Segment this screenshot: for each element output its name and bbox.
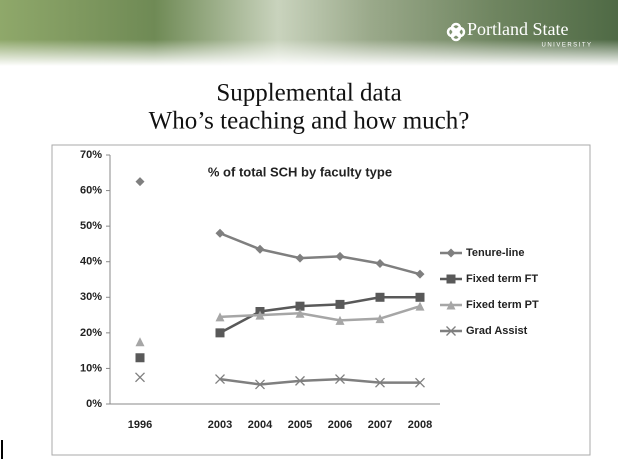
slide-title: Who’s teaching and how much? xyxy=(149,108,470,135)
marker xyxy=(135,353,145,363)
chart-title: % of total SCH by faculty type xyxy=(208,164,392,179)
header-fade xyxy=(0,0,618,66)
marker xyxy=(135,337,145,347)
marker xyxy=(215,228,225,238)
series-line xyxy=(219,304,421,322)
series-line xyxy=(219,232,421,276)
y-tick-label: 70% xyxy=(80,149,102,161)
marker xyxy=(335,251,345,261)
plot: 0% 10% 20% 30% 40% 50% 60% 70% 1996 2003 2004 2005 2… xyxy=(80,149,539,431)
x-tick-label: 1996 xyxy=(128,419,152,431)
marker xyxy=(295,301,305,311)
chart-frame xyxy=(51,144,591,456)
x-tick-label: 2008 xyxy=(408,419,432,431)
marker xyxy=(295,253,305,263)
x-tick-label: 2005 xyxy=(288,419,312,431)
logo-icon xyxy=(446,22,466,42)
x-tick-label: 2004 xyxy=(248,419,273,431)
marker xyxy=(255,244,265,254)
marker xyxy=(335,374,345,385)
marker xyxy=(335,315,345,325)
marker xyxy=(415,377,425,388)
legend-label: Fixed term PT xyxy=(466,299,539,311)
x-tick-label: 2007 xyxy=(368,419,392,431)
y-tick-label: 60% xyxy=(80,184,102,196)
logo-text: Portland State xyxy=(467,19,569,39)
marker xyxy=(135,372,145,383)
marker xyxy=(415,269,425,279)
marker xyxy=(215,312,225,322)
marker xyxy=(375,314,385,324)
y-tick-label: 10% xyxy=(80,362,102,374)
y-tick-label: 40% xyxy=(80,256,102,268)
legend-label: Tenure-line xyxy=(466,247,524,259)
marker xyxy=(375,258,385,268)
marker xyxy=(375,292,385,302)
marker xyxy=(375,377,385,388)
legend-marker xyxy=(446,248,456,258)
marker xyxy=(215,328,225,338)
marker xyxy=(215,374,225,385)
legend-label: Fixed term FT xyxy=(466,273,538,285)
y-tick-label: 20% xyxy=(80,327,102,339)
y-tick-label: 30% xyxy=(80,291,102,303)
marker xyxy=(295,375,305,386)
marker xyxy=(335,299,345,309)
marker xyxy=(295,308,305,318)
legend-marker xyxy=(446,326,456,336)
x-tick-label: 2003 xyxy=(208,419,232,431)
marker xyxy=(255,310,265,320)
legend-label: Grad Assist xyxy=(466,325,528,337)
legend-marker xyxy=(446,274,456,284)
marker xyxy=(415,292,425,302)
y-tick-label: 0% xyxy=(86,398,102,410)
slide-title: Supplemental data xyxy=(216,80,401,107)
marker xyxy=(415,301,425,311)
logo-subtext: UNIVERSITY xyxy=(541,43,592,49)
marker xyxy=(135,177,145,187)
marker xyxy=(255,379,265,390)
x-tick-label: 2006 xyxy=(328,419,352,431)
series-line xyxy=(219,377,420,386)
y-tick-label: 50% xyxy=(80,220,102,232)
legend-marker xyxy=(446,300,456,310)
